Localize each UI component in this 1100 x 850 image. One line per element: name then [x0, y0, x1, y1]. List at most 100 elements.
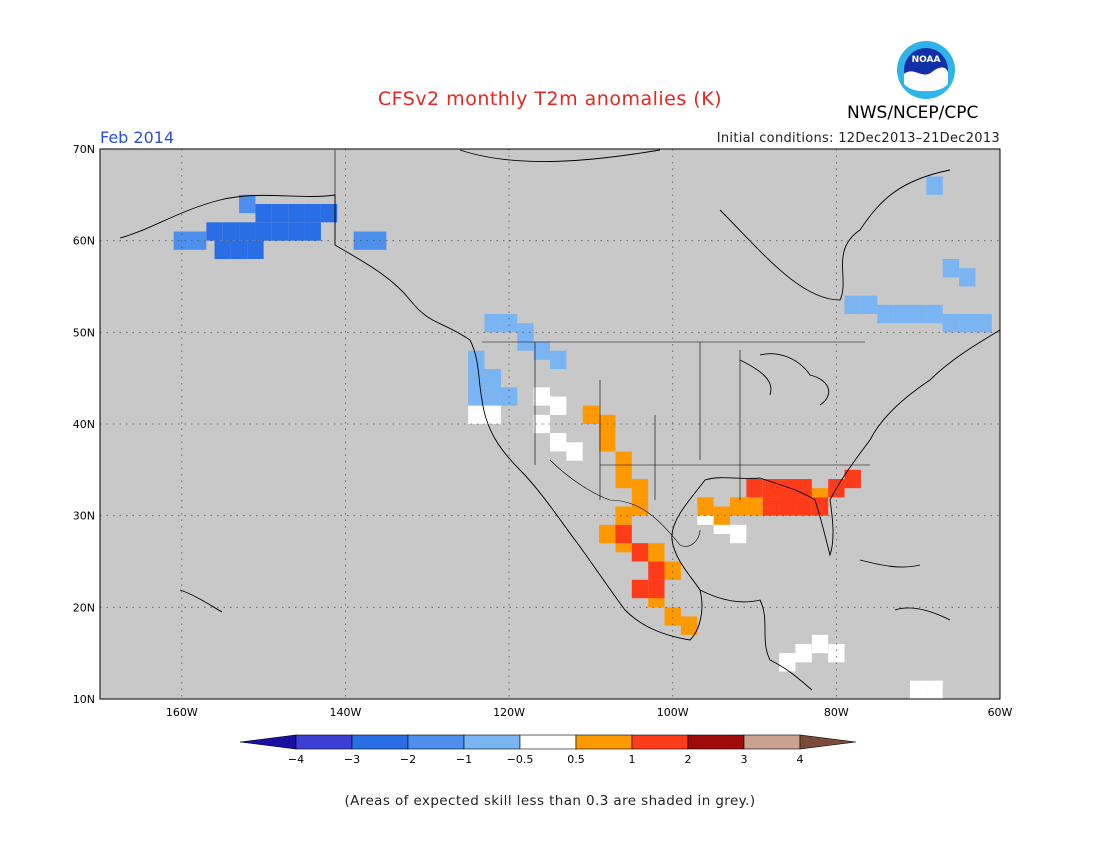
anomaly-cell	[500, 314, 518, 333]
colorbar-label: −4	[288, 753, 304, 766]
anomaly-cell	[230, 240, 248, 259]
anomaly-cell	[631, 579, 649, 599]
colorbar-box	[519, 734, 577, 750]
longitude-labels: 160W 140W 120W 100W 80W 60W	[166, 706, 1013, 719]
latitude-label: 10N	[73, 693, 95, 706]
anomaly-cell	[222, 222, 240, 241]
anomaly-cell	[550, 396, 567, 415]
anomaly-cell	[762, 497, 780, 516]
anomaly-cells	[173, 176, 992, 699]
longitude-label: 120W	[493, 706, 525, 719]
colorbar-label: −0.5	[507, 753, 534, 766]
anomaly-cell	[468, 405, 485, 424]
colorbar-label: −1	[456, 753, 472, 766]
anomaly-cell	[370, 231, 387, 250]
noaa-logo-icon: NOAA	[897, 41, 955, 99]
anomaly-cell	[214, 240, 231, 259]
anomaly-cell	[926, 176, 943, 195]
longitude-label: 140W	[330, 706, 362, 719]
anomaly-cell	[271, 204, 289, 223]
chart-title: CFSv2 monthly T2m anomalies (K)	[377, 88, 723, 110]
anomaly-cell	[779, 653, 796, 672]
anomaly-cell	[746, 479, 763, 498]
anomaly-cell	[844, 469, 861, 489]
anomaly-cell	[811, 497, 829, 516]
colorbar-box	[687, 734, 745, 750]
state-borders	[334, 150, 870, 547]
latitude-label: 50N	[73, 326, 95, 339]
colorbar-box	[575, 734, 633, 750]
anomaly-cell	[877, 304, 894, 324]
colorbar-box	[631, 734, 689, 750]
anomaly-cell	[975, 314, 992, 333]
anomaly-cell	[746, 497, 763, 516]
anomaly-cell	[615, 451, 632, 470]
anomaly-cell	[942, 314, 960, 333]
longitude-label: 80W	[824, 706, 849, 719]
anomaly-cell	[680, 616, 698, 635]
anomaly-cell	[828, 644, 845, 663]
anomaly-cell	[795, 497, 812, 516]
coastlines	[119, 149, 1001, 691]
anomaly-cell	[631, 479, 649, 498]
colorbar-label: −3	[344, 753, 360, 766]
anomaly-cell	[664, 607, 681, 626]
anomaly-cell	[353, 231, 370, 250]
anomaly-cell	[959, 314, 976, 333]
anomaly-cell	[664, 561, 681, 580]
anomaly-cell	[631, 497, 649, 516]
anomaly-cell	[926, 304, 943, 324]
latitude-labels: 70N 60N 50N 40N 30N 20N 10N	[73, 143, 95, 706]
colorbar-arrow-low	[239, 734, 297, 750]
anomaly-cell	[288, 204, 305, 223]
anomaly-cell	[959, 268, 976, 287]
longitude-label: 160W	[166, 706, 198, 719]
anomaly-cell	[468, 369, 485, 388]
anomaly-cell	[697, 497, 714, 516]
colorbar-label: 3	[741, 753, 748, 766]
anomaly-cell	[648, 579, 665, 599]
colorbar-arrow-high	[799, 734, 857, 750]
anomaly-cell	[648, 543, 665, 562]
anomaly-cell	[942, 259, 960, 278]
anomaly-cell	[779, 488, 796, 507]
anomaly-cell	[910, 304, 927, 324]
month-label: Feb 2014	[100, 128, 175, 147]
anomaly-cell	[239, 222, 256, 241]
anomaly-cell	[247, 240, 264, 259]
anomaly-cell	[599, 524, 616, 544]
colorbar-label: −2	[400, 753, 416, 766]
anomaly-cell	[926, 680, 943, 699]
anomaly-cell	[631, 543, 649, 562]
anomaly-cell	[533, 387, 550, 406]
anomaly-cell	[550, 433, 567, 452]
anomaly-cell	[533, 414, 550, 434]
colorbar-label: 4	[797, 753, 804, 766]
anomaly-cell	[255, 222, 272, 241]
latitude-label: 20N	[73, 601, 95, 614]
organization-label: NWS/NCEP/CPC	[847, 103, 979, 123]
anomaly-cell	[304, 222, 321, 241]
longitude-label: 100W	[657, 706, 689, 719]
colorbar-box	[407, 734, 465, 750]
anomaly-cell	[713, 506, 730, 525]
anomaly-cell	[762, 479, 780, 498]
skill-footnote: (Areas of expected skill less than 0.3 a…	[344, 793, 756, 809]
anomaly-cell	[484, 405, 501, 424]
latitude-label: 60N	[73, 235, 95, 248]
anomaly-cell	[599, 433, 616, 452]
anomaly-cell	[615, 524, 632, 544]
anomaly-cell	[484, 387, 501, 406]
latitude-label: 70N	[73, 143, 95, 156]
anomaly-cell	[206, 222, 223, 241]
map-panel	[99, 148, 1001, 700]
anomaly-cell	[255, 204, 272, 223]
anomaly-cell	[910, 680, 927, 699]
anomaly-cell	[517, 332, 534, 351]
anomaly-cell	[320, 204, 338, 223]
anomaly-cell	[615, 469, 632, 489]
anomaly-cell	[648, 561, 665, 580]
anomaly-cell	[615, 506, 632, 525]
colorbar-label: 0.5	[567, 753, 585, 766]
longitude-label: 60W	[988, 706, 1013, 719]
